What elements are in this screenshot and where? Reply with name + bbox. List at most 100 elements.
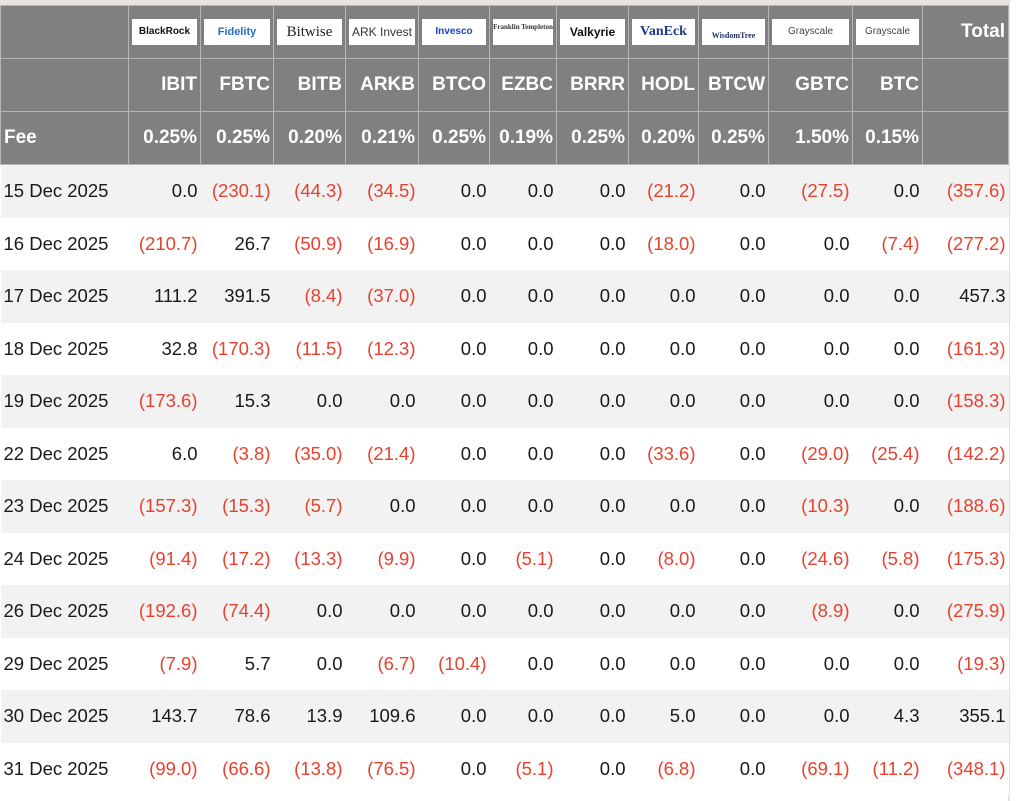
total-cell: (161.3) xyxy=(922,322,1009,375)
issuer-logo-blackrock: BlackRock xyxy=(132,19,197,45)
flow-cell: (5.1) xyxy=(489,532,557,585)
flow-cell: (210.7) xyxy=(128,217,201,270)
issuer-logo-cell: ARK Invest xyxy=(345,5,419,59)
date-cell: 17 Dec 2025 xyxy=(0,270,129,323)
flow-cell: 0.0 xyxy=(418,217,490,270)
flow-cell: (21.4) xyxy=(345,427,419,480)
empty-header-cell xyxy=(0,58,129,112)
flow-cell: (11.2) xyxy=(852,742,923,795)
total-cell: (158.3) xyxy=(922,375,1009,428)
fee-btco: 0.25% xyxy=(418,111,490,165)
flow-cell: 0.0 xyxy=(418,480,490,533)
table-row: 19 Dec 2025 (173.6) 15.3 0.0 0.0 0.0 0.0 0.0 0.0… xyxy=(0,375,1009,428)
flow-cell: (170.3) xyxy=(200,322,274,375)
total-cell: 355.1 xyxy=(922,690,1009,743)
flow-cell: 0.0 xyxy=(556,217,629,270)
flow-cell: 111.2 xyxy=(128,270,201,323)
table-row: 18 Dec 2025 32.8 (170.3) (11.5) (12.3) 0.0 0.0… xyxy=(0,322,1009,375)
ticker-brrr: BRRR xyxy=(556,58,629,112)
flow-cell: 13.9 xyxy=(273,690,346,743)
empty-header-cell xyxy=(0,5,129,59)
table-row: 15 Dec 2025 0.0 (230.1) (44.3) (34.5) 0.0 0.0 0… xyxy=(0,164,1009,218)
flow-cell: 0.0 xyxy=(418,742,490,795)
flow-cell: 0.0 xyxy=(489,690,557,743)
flow-cell: 0.0 xyxy=(556,637,629,690)
flow-cell: 0.0 xyxy=(768,270,853,323)
fee-btcw: 0.25% xyxy=(698,111,769,165)
flow-cell: 0.0 xyxy=(418,375,490,428)
flow-cell: (21.2) xyxy=(628,164,699,218)
issuer-logo-cell: WisdomTree xyxy=(698,5,769,59)
total-cell: (142.2) xyxy=(922,427,1009,480)
flow-cell: (8.0) xyxy=(628,532,699,585)
flow-cell: 0.0 xyxy=(698,427,769,480)
total-cell: (357.6) xyxy=(922,164,1009,218)
flow-cell: (10.4) xyxy=(418,637,490,690)
issuer-logo-grayscale: Grayscale xyxy=(772,19,849,45)
flow-cell: 0.0 xyxy=(768,375,853,428)
flow-cell: 0.0 xyxy=(418,270,490,323)
empty-header-cell xyxy=(922,58,1009,112)
flow-cell: 0.0 xyxy=(418,322,490,375)
flow-cell: (76.5) xyxy=(345,742,419,795)
flow-cell: 0.0 xyxy=(556,690,629,743)
flow-cell: 0.0 xyxy=(698,322,769,375)
flow-cell: 0.0 xyxy=(852,585,923,638)
flow-cell: (12.3) xyxy=(345,322,419,375)
date-cell: 15 Dec 2025 xyxy=(0,164,129,218)
flow-cell: 0.0 xyxy=(698,585,769,638)
fee-arkb: 0.21% xyxy=(345,111,419,165)
flow-cell: 0.0 xyxy=(273,375,346,428)
fee-brrr: 0.25% xyxy=(556,111,629,165)
table-body: 15 Dec 2025 0.0 (230.1) (44.3) (34.5) 0.0 0.0 0… xyxy=(0,164,1009,795)
fee-label: Fee xyxy=(0,111,129,165)
flow-cell: (17.2) xyxy=(200,532,274,585)
issuer-logo-grayscale: Grayscale xyxy=(856,19,919,45)
flow-cell: (11.5) xyxy=(273,322,346,375)
flow-cell: (230.1) xyxy=(200,164,274,218)
issuer-logo-cell: Grayscale xyxy=(768,5,853,59)
issuer-logo-franklin-templeton: Franklin Templeton xyxy=(493,19,553,45)
flow-cell: 0.0 xyxy=(852,270,923,323)
flow-cell: 0.0 xyxy=(556,742,629,795)
fee-row: Fee 0.25% 0.25% 0.20% 0.21% 0.25% 0.19% 0.25% 0… xyxy=(0,111,1009,165)
flow-cell: 0.0 xyxy=(489,164,557,218)
issuer-logo-invesco: Invesco xyxy=(422,19,486,45)
flow-cell: (37.0) xyxy=(345,270,419,323)
ticker-ibit: IBIT xyxy=(128,58,201,112)
etf-flows-table: BlackRock Fidelity Bitwise ARK Invest Invesc… xyxy=(0,5,1009,795)
flow-cell: (6.8) xyxy=(628,742,699,795)
ticker-gbtc: GBTC xyxy=(768,58,853,112)
total-cell: (275.9) xyxy=(922,585,1009,638)
flow-cell: 5.7 xyxy=(200,637,274,690)
flow-cell: 0.0 xyxy=(852,637,923,690)
flow-cell: (173.6) xyxy=(128,375,201,428)
flow-cell: 0.0 xyxy=(556,164,629,218)
issuer-logo-cell: VanEck xyxy=(628,5,699,59)
flow-cell: 0.0 xyxy=(768,322,853,375)
total-cell: (175.3) xyxy=(922,532,1009,585)
date-cell: 30 Dec 2025 xyxy=(0,690,129,743)
flow-cell: 0.0 xyxy=(489,637,557,690)
date-cell: 16 Dec 2025 xyxy=(0,217,129,270)
flow-cell: 0.0 xyxy=(698,270,769,323)
issuer-logo-wisdomtree: WisdomTree xyxy=(702,19,765,45)
flow-cell: (74.4) xyxy=(200,585,274,638)
total-header: Total xyxy=(922,5,1009,59)
flow-cell: (13.8) xyxy=(273,742,346,795)
flow-cell: 5.0 xyxy=(628,690,699,743)
table-row: 22 Dec 2025 6.0 (3.8) (35.0) (21.4) 0.0 0.0 0.0… xyxy=(0,427,1009,480)
flow-cell: (33.6) xyxy=(628,427,699,480)
date-cell: 26 Dec 2025 xyxy=(0,585,129,638)
ticker-btc: BTC xyxy=(852,58,923,112)
ticker-arkb: ARKB xyxy=(345,58,419,112)
flow-cell: 0.0 xyxy=(628,375,699,428)
flow-cell: 6.0 xyxy=(128,427,201,480)
flow-cell: 0.0 xyxy=(418,532,490,585)
flow-cell: 0.0 xyxy=(556,480,629,533)
ticker-btcw: BTCW xyxy=(698,58,769,112)
date-cell: 23 Dec 2025 xyxy=(0,480,129,533)
flow-cell: 0.0 xyxy=(698,375,769,428)
flow-cell: (10.3) xyxy=(768,480,853,533)
